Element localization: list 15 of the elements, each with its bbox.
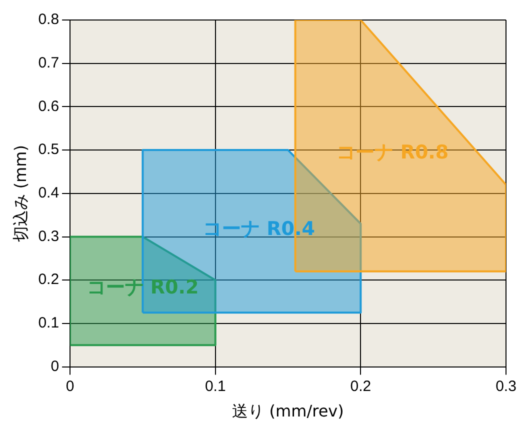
x-tick-label: 0.3: [496, 378, 516, 395]
y-tick-label: 0.6: [38, 98, 60, 115]
x-tick-label: 0.2: [350, 378, 372, 395]
x-tick-label: 0: [66, 378, 74, 395]
y-tick-label: 0.5: [38, 141, 60, 158]
y-tick-label: 0.1: [38, 314, 60, 332]
y-tick-label: 0.8: [38, 11, 60, 28]
y-tick-label: 0.2: [38, 271, 60, 288]
y-tick-label: 0.7: [38, 54, 60, 72]
y-tick-label: 0.4: [38, 184, 60, 202]
y-axis-title: 切込み (mm): [10, 145, 30, 242]
x-axis-title: 送り (mm/rev): [232, 402, 344, 421]
x-tick-label: 0.1: [204, 378, 226, 395]
y-tick-label: 0.3: [38, 228, 60, 245]
y-tick-label: 0: [50, 358, 60, 375]
